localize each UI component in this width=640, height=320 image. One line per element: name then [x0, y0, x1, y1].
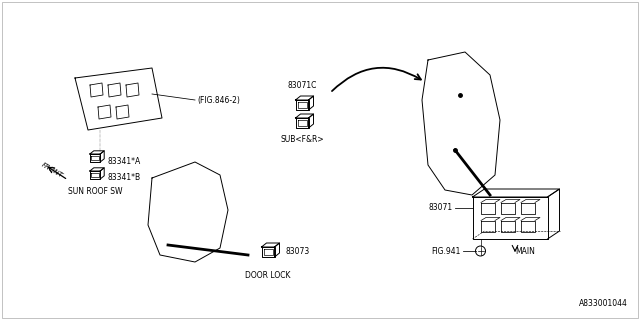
Text: MAIN: MAIN — [515, 247, 535, 256]
Text: 83073: 83073 — [286, 247, 310, 257]
Text: FRONT: FRONT — [40, 161, 64, 179]
Text: FIG.941: FIG.941 — [431, 246, 461, 255]
Text: DOOR LOCK: DOOR LOCK — [245, 270, 291, 279]
Text: 83071: 83071 — [428, 204, 452, 212]
Text: A833001044: A833001044 — [579, 299, 628, 308]
Text: SUN ROOF SW: SUN ROOF SW — [68, 188, 122, 196]
Text: 83341*B: 83341*B — [108, 172, 141, 181]
Text: 83071C: 83071C — [287, 81, 317, 90]
Text: (FIG.846-2): (FIG.846-2) — [197, 95, 240, 105]
Text: 83341*A: 83341*A — [108, 157, 141, 166]
Text: SUB<F&R>: SUB<F&R> — [280, 135, 324, 145]
